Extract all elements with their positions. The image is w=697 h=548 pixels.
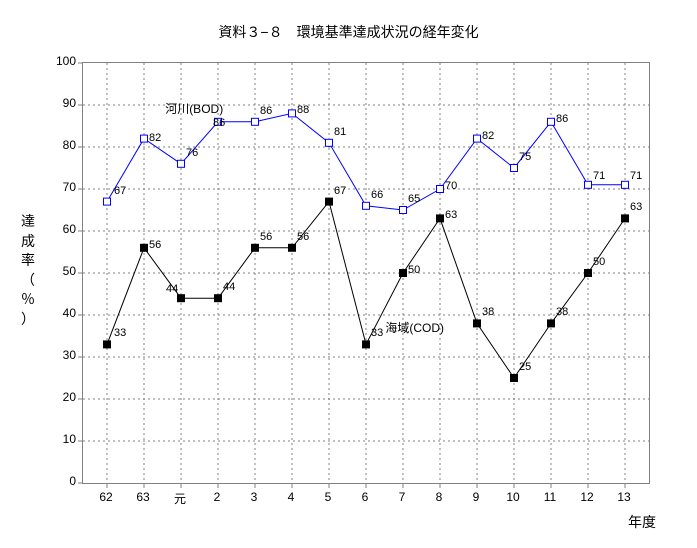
series-marker [363,202,370,209]
x-tick-label: 6 [350,490,380,504]
series-marker [252,118,259,125]
series-marker [511,165,518,172]
data-label: 25 [519,361,531,373]
x-tick-label: 4 [276,490,306,504]
series-marker [289,110,296,117]
series-marker [178,295,185,302]
series-marker [215,295,222,302]
data-label: 38 [482,306,494,318]
y-tick-label: 20 [46,390,76,404]
y-tick-label: 70 [46,180,76,194]
x-tick-label: 2 [202,490,232,504]
data-label: 67 [114,185,126,197]
series-marker [548,118,555,125]
data-label: 86 [556,113,568,125]
series-name-label: 河川(BOD) [165,100,223,117]
chart-container: 資料３−８ 環境基準達成状況の経年変化 達成率（％） 年度 0 10 20 30 40 5… [0,0,697,548]
x-tick-label: 5 [313,490,343,504]
series-marker [289,244,296,251]
data-label: 33 [371,327,383,339]
x-tick-label: 7 [387,490,417,504]
series-marker [252,244,259,251]
series-marker [141,244,148,251]
data-label: 38 [556,306,568,318]
x-tick-label: 8 [424,490,454,504]
y-tick-label: 90 [46,96,76,110]
data-label: 66 [371,189,383,201]
data-label: 50 [593,256,605,268]
data-label: 56 [149,239,161,251]
y-tick-label: 40 [46,306,76,320]
data-label: 71 [593,170,605,182]
data-label: 82 [482,130,494,142]
series-marker [104,198,111,205]
data-label: 88 [297,104,309,116]
x-tick-label: 9 [461,490,491,504]
plot-svg [83,63,649,483]
series-marker [585,181,592,188]
y-tick-label: 60 [46,222,76,236]
data-label: 67 [334,185,346,197]
x-tick-label: 3 [239,490,269,504]
series-marker [622,181,629,188]
data-label: 65 [408,193,420,205]
y-tick-label: 50 [46,264,76,278]
y-tick-label: 30 [46,348,76,362]
series-marker [326,139,333,146]
x-axis-label: 年度 [628,512,656,532]
data-label: 86 [260,105,272,117]
data-label: 76 [186,147,198,159]
data-label: 75 [519,151,531,163]
series-marker [622,215,629,222]
x-tick-label: 12 [572,490,602,504]
series-marker [178,160,185,167]
data-label: 71 [630,170,642,182]
data-label: 44 [166,283,178,295]
x-tick-label: 元 [165,490,195,507]
y-axis-label: 達成率（％） [20,212,36,330]
data-label: 50 [408,264,420,276]
series-marker [474,135,481,142]
series-name-label: 海域(COD) [385,319,444,336]
series-marker [141,135,148,142]
y-tick-label: 10 [46,432,76,446]
data-label: 63 [445,209,457,221]
series-marker [511,375,518,382]
y-tick-label: 100 [46,54,76,68]
y-tick-label: 0 [46,474,76,488]
x-tick-label: 63 [128,490,158,504]
series-marker [585,270,592,277]
series-marker [437,215,444,222]
series-marker [363,341,370,348]
data-label: 70 [445,180,457,192]
data-label: 44 [223,281,235,293]
series-marker [104,341,111,348]
chart-title: 資料３−８ 環境基準達成状況の経年変化 [0,22,697,42]
data-label: 63 [630,201,642,213]
series-marker [400,207,407,214]
series-marker [400,270,407,277]
plot-area [82,62,650,484]
data-label: 82 [149,132,161,144]
x-tick-label: 10 [498,490,528,504]
y-tick-label: 80 [46,138,76,152]
series-marker [326,198,333,205]
x-tick-label: 62 [91,490,121,504]
data-label: 86 [213,117,225,129]
series-marker [474,320,481,327]
data-label: 56 [297,231,309,243]
x-tick-label: 11 [535,490,565,504]
series-marker [548,320,555,327]
data-label: 56 [260,231,272,243]
x-tick-label: 13 [609,490,639,504]
data-label: 81 [334,126,346,138]
series-marker [437,186,444,193]
data-label: 33 [114,327,126,339]
